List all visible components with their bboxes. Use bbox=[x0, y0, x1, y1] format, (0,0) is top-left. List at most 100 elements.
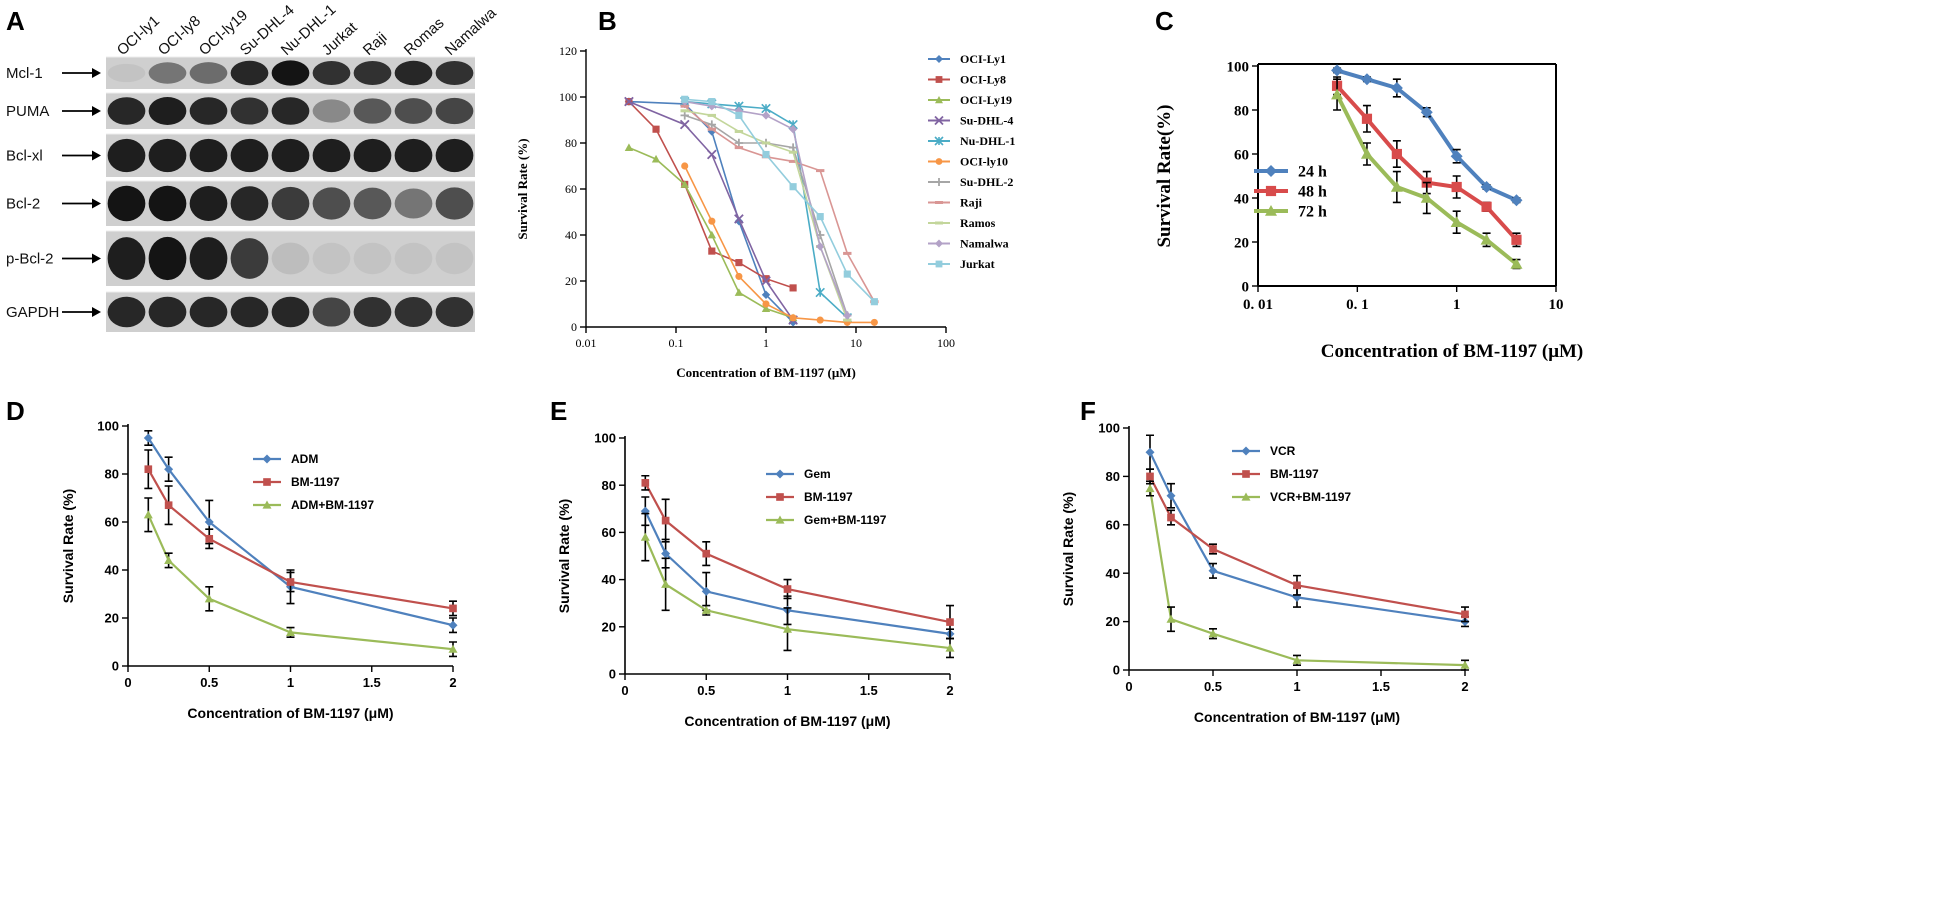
legend-marker bbox=[775, 469, 785, 479]
data-point bbox=[681, 95, 689, 103]
data-point bbox=[734, 288, 744, 296]
data-point bbox=[761, 111, 771, 120]
data-point bbox=[624, 96, 634, 107]
data-point bbox=[286, 627, 295, 636]
blot-band bbox=[148, 138, 187, 173]
legend-label-namalwa: Namalwa bbox=[960, 237, 1009, 251]
chart-e: 0 20 40 60 80 100 0 0.5 1 1.5 2 Concentration of BM… bbox=[556, 431, 955, 729]
blot-band bbox=[107, 138, 146, 173]
data-point bbox=[661, 579, 671, 588]
blot-band bbox=[435, 187, 474, 220]
data-point bbox=[701, 605, 711, 614]
data-point bbox=[1361, 113, 1373, 124]
data-point bbox=[734, 106, 744, 115]
x-axis-label: Concentration of BM-1197 (μM) bbox=[1321, 341, 1583, 362]
blot-band bbox=[435, 242, 474, 275]
y-tick-label: 20 bbox=[602, 619, 616, 634]
legend-marker bbox=[1265, 205, 1277, 216]
data-point bbox=[708, 247, 716, 255]
data-point bbox=[661, 549, 671, 559]
lane-label-namalwa: Namalwa bbox=[442, 4, 500, 59]
chart-f: 0 20 40 60 80 100 0 0.5 1 1.5 2 Concentration of BM… bbox=[1060, 421, 1470, 725]
data-point bbox=[1391, 148, 1402, 160]
y-tick-label: 0 bbox=[1242, 279, 1250, 295]
blot-band bbox=[312, 187, 351, 220]
data-point bbox=[1292, 655, 1302, 664]
blot-band bbox=[353, 98, 392, 124]
blot-band bbox=[148, 185, 187, 222]
data-point bbox=[1146, 472, 1154, 481]
data-point bbox=[789, 284, 797, 292]
arrow-head bbox=[92, 253, 101, 264]
x-tick-label: 1.5 bbox=[1372, 679, 1390, 694]
data-point bbox=[843, 270, 851, 278]
panel-label-a: A bbox=[6, 6, 25, 36]
blot-band bbox=[353, 60, 392, 86]
data-point bbox=[164, 555, 174, 564]
data-point bbox=[1480, 181, 1493, 193]
y-tick-label: 80 bbox=[1234, 103, 1249, 119]
data-point bbox=[680, 109, 689, 113]
blot-band bbox=[107, 63, 146, 83]
legend: Gem BM-1197 Gem+BM-1197 bbox=[766, 467, 887, 527]
series-line-adm-bm-1197 bbox=[147, 514, 454, 651]
y-tick-label: 0 bbox=[571, 320, 577, 334]
data-point bbox=[815, 287, 825, 298]
y-tick-label: 100 bbox=[559, 90, 577, 104]
protein-label-gapdh: GAPDH bbox=[6, 304, 59, 321]
data-point bbox=[1510, 258, 1523, 269]
data-point bbox=[1167, 513, 1175, 522]
blot-band bbox=[148, 62, 187, 84]
series-gem bbox=[640, 496, 955, 640]
data-point bbox=[144, 465, 153, 474]
data-point bbox=[706, 149, 717, 160]
blot-band bbox=[230, 238, 269, 279]
data-point bbox=[946, 618, 954, 626]
data-point bbox=[843, 311, 852, 320]
data-point bbox=[701, 586, 711, 596]
legend-label-24-h: 24 h bbox=[1298, 164, 1327, 181]
data-point bbox=[1481, 201, 1492, 212]
blot-band bbox=[107, 237, 146, 280]
x-tick-label: 1 bbox=[287, 675, 294, 690]
data-point bbox=[708, 98, 716, 106]
data-point bbox=[1360, 148, 1373, 159]
y-tick-label: 100 bbox=[97, 419, 119, 434]
x-tick-label: 1 bbox=[1293, 679, 1300, 694]
data-point bbox=[1293, 581, 1301, 590]
legend-label-oci-ly8: OCI-Ly8 bbox=[960, 73, 1006, 87]
series-line-gem bbox=[644, 510, 951, 635]
x-tick-label: 1 bbox=[1453, 297, 1461, 313]
data-point bbox=[448, 620, 458, 630]
blot-band bbox=[394, 98, 433, 124]
series-72-h bbox=[1331, 78, 1523, 270]
legend-marker bbox=[776, 493, 784, 501]
series-oci-ly10 bbox=[681, 162, 878, 326]
x-axis-label: Concentration of BM-1197 (μM) bbox=[1194, 709, 1400, 725]
data-point bbox=[641, 479, 650, 487]
y-tick-label: 80 bbox=[565, 136, 577, 150]
data-point bbox=[707, 127, 717, 131]
y-tick-label: 40 bbox=[565, 228, 577, 242]
data-point bbox=[761, 290, 771, 299]
y-tick-label: 80 bbox=[1106, 469, 1120, 484]
x-tick-label: 0.1 bbox=[669, 336, 684, 350]
data-point bbox=[1145, 484, 1155, 493]
blot-band bbox=[230, 97, 269, 125]
blot-band bbox=[394, 242, 433, 275]
data-point bbox=[783, 624, 792, 633]
data-point bbox=[1208, 629, 1218, 638]
panel-label-e: E bbox=[550, 396, 567, 426]
y-tick-label: 80 bbox=[602, 478, 616, 493]
x-tick-label: 2 bbox=[449, 675, 456, 690]
data-point bbox=[1390, 181, 1403, 192]
blot-band bbox=[107, 97, 146, 125]
western-blot: OCI-ly1OCI-ly8OCI-ly19Su-DHL-4Nu-DHL-1Ju… bbox=[6, 1, 500, 332]
arrow-head bbox=[92, 68, 101, 78]
legend: OCI-Ly1 OCI-Ly8 OCI-Ly19 Su-DHL-4 Nu-DHL-1 OC… bbox=[928, 52, 1015, 271]
legend-marker bbox=[775, 515, 785, 524]
y-tick-label: 20 bbox=[1106, 614, 1120, 629]
y-tick-label: 40 bbox=[602, 572, 616, 587]
y-axis-label: Survival Rate (%) bbox=[515, 138, 530, 239]
legend-label-vcr: VCR bbox=[1270, 444, 1296, 458]
